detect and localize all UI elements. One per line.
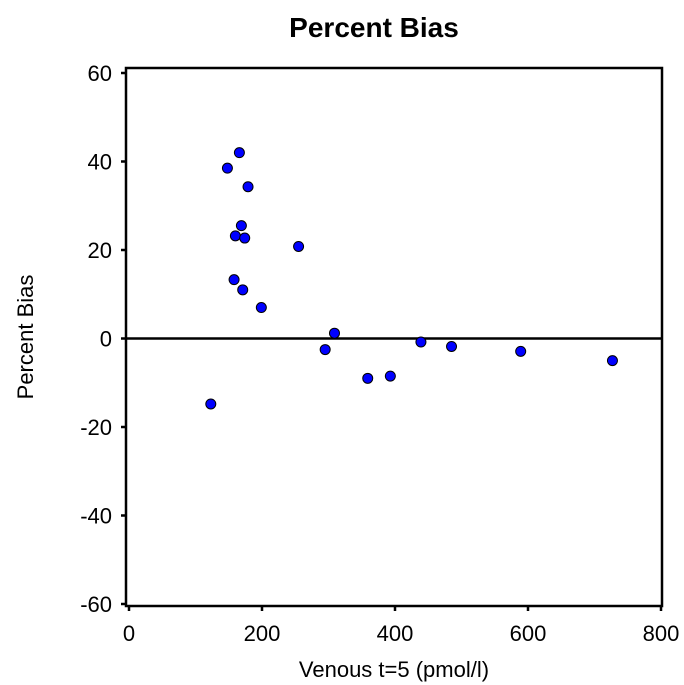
data-point <box>242 181 254 193</box>
y-tick-label: 60 <box>88 61 112 86</box>
data-point <box>228 274 240 286</box>
x-tick-label: 400 <box>377 621 414 646</box>
y-tick-label: 20 <box>88 238 112 263</box>
y-tick-label: -20 <box>80 415 112 440</box>
y-tick-label: -40 <box>80 504 112 529</box>
data-point <box>293 240 305 252</box>
data-point <box>319 344 331 356</box>
x-tick-label: 0 <box>123 621 135 646</box>
x-tick-label: 800 <box>643 621 680 646</box>
data-point <box>221 162 233 174</box>
data-point <box>515 345 527 357</box>
y-tick-label: -60 <box>80 592 112 617</box>
data-point <box>384 370 396 382</box>
y-axis-label: Percent Bias <box>13 275 38 400</box>
data-point <box>233 147 245 159</box>
x-axis-label: Venous t=5 (pmol/l) <box>299 657 489 682</box>
y-tick-label: 0 <box>100 327 112 352</box>
x-tick-label: 200 <box>244 621 281 646</box>
data-point <box>328 327 340 339</box>
x-axis-ticks: 0 200 400 600 800 <box>123 605 679 646</box>
data-point <box>239 232 251 244</box>
data-point <box>205 398 217 410</box>
plot-frame <box>124 66 664 608</box>
y-axis-ticks: -60 -40 -20 0 20 40 60 <box>80 61 127 617</box>
data-point <box>229 230 241 242</box>
chart-title: Percent Bias <box>289 12 459 43</box>
data-point <box>255 302 267 314</box>
y-tick-label: 40 <box>88 150 112 175</box>
data-point <box>415 336 427 348</box>
data-point <box>606 355 618 367</box>
scatter-points <box>205 147 618 410</box>
x-tick-label: 600 <box>510 621 547 646</box>
data-point <box>362 372 374 384</box>
data-point <box>237 284 249 296</box>
data-point <box>446 340 458 352</box>
data-point <box>235 220 247 232</box>
